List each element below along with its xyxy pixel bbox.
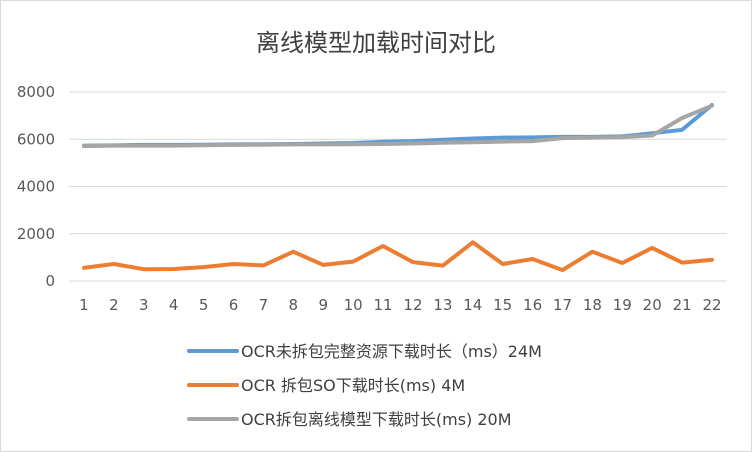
x-tick-label: 14 (463, 296, 482, 314)
x-tick-label: 17 (553, 296, 572, 314)
y-tick-label: 8000 (17, 83, 55, 101)
x-tick-label: 2 (109, 296, 119, 314)
x-tick-label: 4 (169, 296, 179, 314)
legend-label-1: OCR未拆包完整资源下载时长（ms）24M (241, 342, 542, 361)
x-tick-label: 8 (289, 296, 299, 314)
x-tick-label: 20 (643, 296, 662, 314)
x-tick-label: 9 (318, 296, 328, 314)
x-tick-label: 12 (403, 296, 422, 314)
legend-label-2: OCR 拆包SO下载时长(ms) 4M (241, 376, 465, 395)
x-tick-label: 21 (673, 296, 692, 314)
y-tick-label: 2000 (17, 225, 55, 243)
chart-title: 离线模型加载时间对比 (256, 29, 496, 57)
x-tick-label: 13 (433, 296, 452, 314)
series-line-3 (82, 103, 714, 149)
x-tick-label: 16 (523, 296, 542, 314)
x-tick-label: 3 (139, 296, 149, 314)
legend: OCR未拆包完整资源下载时长（ms）24M OCR 拆包SO下载时长(ms) 4M… (187, 342, 542, 429)
x-tick-label: 11 (373, 296, 392, 314)
x-tick-label: 15 (493, 296, 512, 314)
series-lines (82, 103, 714, 273)
gridlines (69, 91, 727, 282)
x-tick-label: 5 (199, 296, 209, 314)
y-tick-label: 0 (45, 272, 55, 290)
legend-label-3: OCR拆包离线模型下载时长(ms) 20M (241, 410, 512, 429)
x-tick-label: 6 (229, 296, 239, 314)
x-tick-label: 7 (259, 296, 269, 314)
x-tick-label: 18 (583, 296, 602, 314)
series-line-2 (82, 240, 714, 273)
x-tick-label: 19 (613, 296, 632, 314)
x-tick-label: 1 (79, 296, 89, 314)
x-axis-ticks: 1 2 3 4 5 6 7 8 9 10 11 12 13 14 15 16 17 18 19 20 21 22 (79, 296, 721, 314)
x-tick-label: 10 (344, 296, 363, 314)
y-tick-label: 4000 (17, 178, 55, 196)
x-tick-label: 22 (702, 296, 721, 314)
y-tick-label: 6000 (17, 130, 55, 148)
y-axis-ticks: 0 2000 4000 6000 8000 (17, 83, 55, 290)
